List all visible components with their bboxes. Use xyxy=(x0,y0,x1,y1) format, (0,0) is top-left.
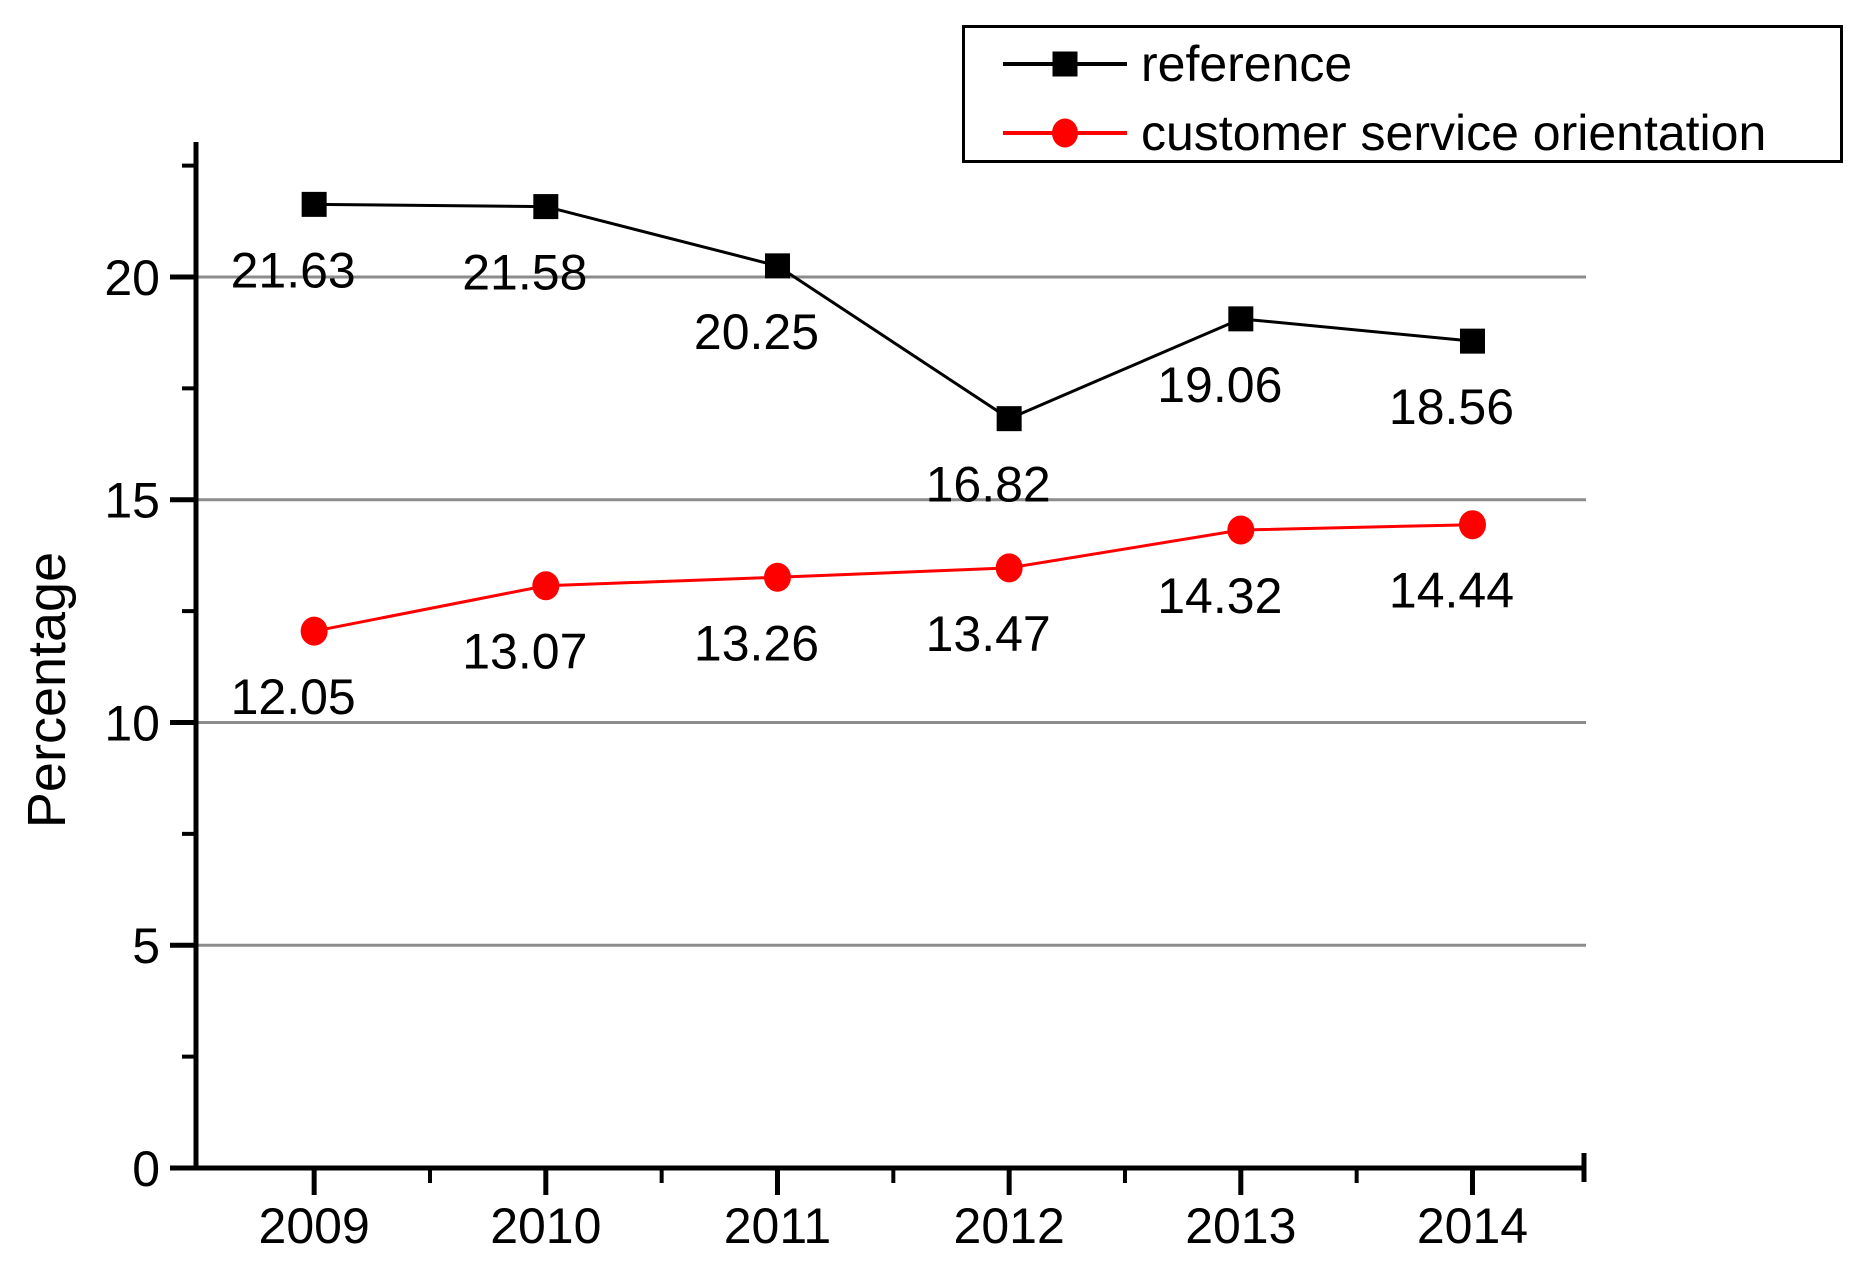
data-label: 12.05 xyxy=(231,669,356,725)
y-tick-label: 0 xyxy=(132,1141,160,1197)
legend-item-reference: reference xyxy=(1003,36,1353,92)
data-label: 18.56 xyxy=(1389,379,1514,435)
legend: reference customer service orientation xyxy=(962,25,1843,163)
data-point-marker xyxy=(1228,306,1254,332)
data-label: 21.58 xyxy=(462,245,587,301)
legend-sample xyxy=(1003,108,1127,158)
data-point-marker xyxy=(533,194,559,220)
y-tick-label: 5 xyxy=(132,918,160,974)
data-point-marker xyxy=(995,553,1023,583)
data-label: 14.44 xyxy=(1389,563,1514,619)
data-label: 13.07 xyxy=(462,624,587,680)
data-point-marker xyxy=(532,571,560,601)
data-label: 13.26 xyxy=(694,615,819,671)
legend-item-customer-service-orientation: customer service orientation xyxy=(1003,105,1767,161)
series-line-1 xyxy=(313,523,1473,633)
data-point-marker xyxy=(300,616,328,646)
data-label: 14.32 xyxy=(1157,568,1282,624)
x-tick-label: 2013 xyxy=(1185,1198,1296,1254)
circle-marker-icon xyxy=(1052,118,1078,148)
data-label: 20.25 xyxy=(694,304,819,360)
y-axis-title: Percentage xyxy=(17,552,77,828)
data-point-marker xyxy=(1458,510,1486,540)
data-point-marker xyxy=(301,191,327,217)
legend-label: customer service orientation xyxy=(1141,105,1767,161)
y-tick-label: 20 xyxy=(104,250,160,306)
y-tick-label: 10 xyxy=(104,695,160,751)
data-point-marker xyxy=(1459,328,1485,354)
square-marker-icon xyxy=(1052,51,1078,77)
series-line-0 xyxy=(314,202,1473,421)
x-tick-label: 2012 xyxy=(954,1198,1065,1254)
data-label: 21.63 xyxy=(231,242,356,298)
x-tick-label: 2010 xyxy=(490,1198,601,1254)
data-label: 19.06 xyxy=(1157,357,1282,413)
legend-label: reference xyxy=(1141,36,1353,92)
y-tick-label: 15 xyxy=(104,473,160,529)
x-tick-label: 2009 xyxy=(259,1198,370,1254)
legend-sample xyxy=(1003,39,1127,89)
data-label: 13.47 xyxy=(926,606,1051,662)
data-point-marker xyxy=(764,253,790,279)
data-point-marker xyxy=(996,406,1022,432)
x-tick-label: 2014 xyxy=(1417,1198,1528,1254)
data-label: 16.82 xyxy=(926,457,1051,513)
x-tick-label: 2011 xyxy=(724,1198,832,1254)
data-point-marker xyxy=(1227,515,1255,545)
data-point-marker xyxy=(763,562,791,592)
